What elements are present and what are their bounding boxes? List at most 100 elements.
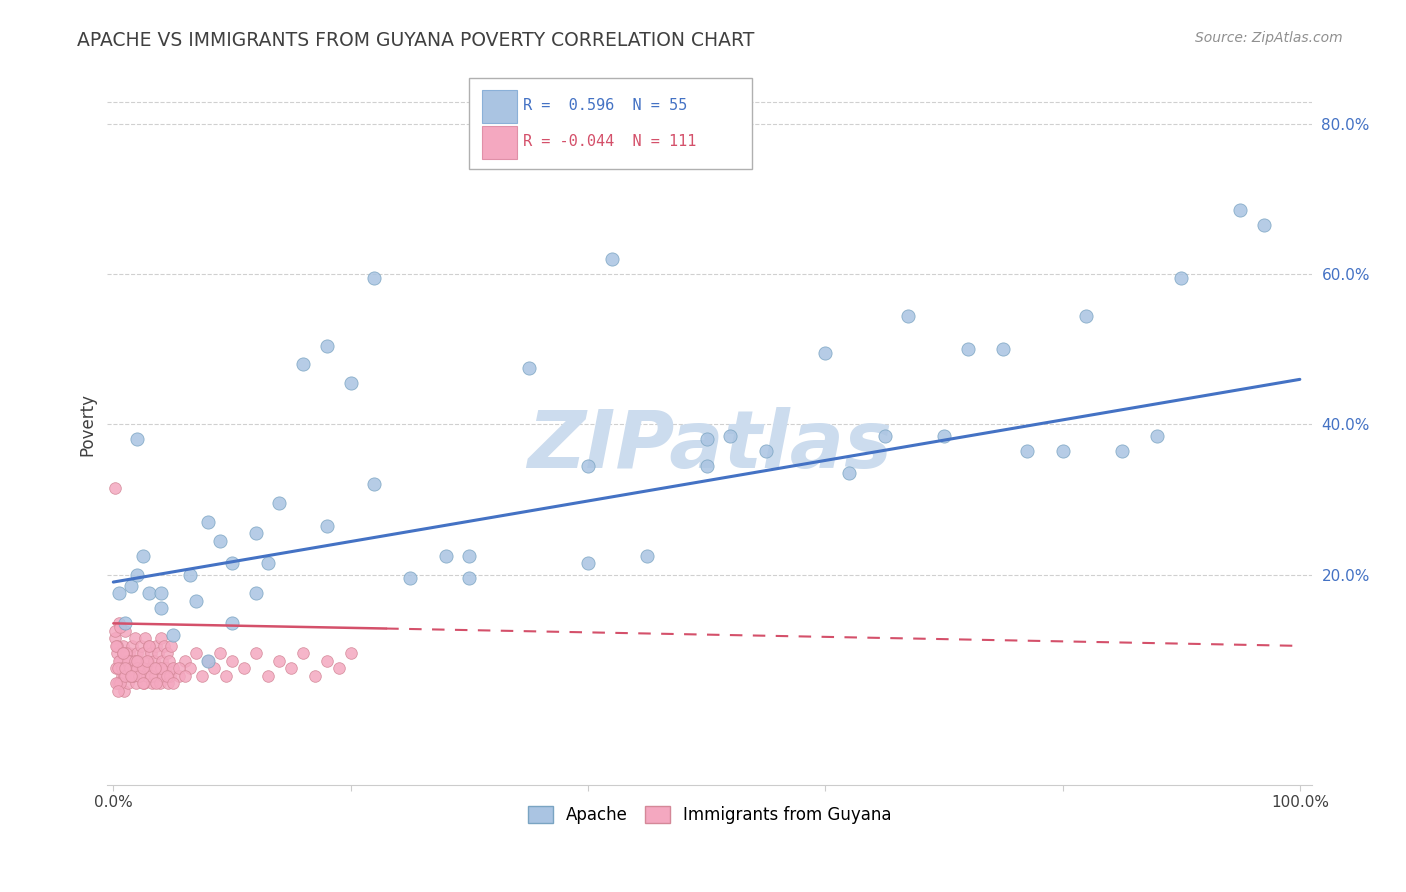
Point xyxy=(118,669,141,683)
Text: R =  0.596  N = 55: R = 0.596 N = 55 xyxy=(523,97,688,112)
Point xyxy=(315,338,337,352)
Text: APACHE VS IMMIGRANTS FROM GUYANA POVERTY CORRELATION CHART: APACHE VS IMMIGRANTS FROM GUYANA POVERTY… xyxy=(77,31,755,50)
Point xyxy=(315,518,337,533)
Point xyxy=(718,428,741,442)
Point xyxy=(221,556,243,570)
Point xyxy=(138,586,160,600)
Point xyxy=(1253,219,1275,233)
Point xyxy=(269,496,291,510)
FancyBboxPatch shape xyxy=(482,90,517,123)
Point xyxy=(245,646,267,660)
Point xyxy=(132,676,155,690)
Point xyxy=(149,676,172,690)
Point xyxy=(103,632,125,646)
Point xyxy=(245,586,267,600)
Point xyxy=(600,252,623,267)
Point xyxy=(696,433,718,447)
Point xyxy=(1052,443,1074,458)
Point xyxy=(135,654,157,668)
Y-axis label: Poverty: Poverty xyxy=(79,392,96,456)
Point xyxy=(111,669,134,683)
Point xyxy=(134,632,156,646)
Point xyxy=(160,639,183,653)
Point xyxy=(162,676,184,690)
Point xyxy=(197,515,219,529)
Point xyxy=(111,639,134,653)
Point xyxy=(156,676,179,690)
Point xyxy=(129,639,152,653)
Point xyxy=(103,624,125,638)
Point xyxy=(114,616,136,631)
Point xyxy=(125,567,148,582)
Point xyxy=(191,669,214,683)
Point xyxy=(1015,443,1038,458)
Point xyxy=(186,594,208,608)
Point xyxy=(118,654,141,668)
Point xyxy=(128,669,150,683)
Point xyxy=(111,661,134,675)
Point xyxy=(132,661,155,675)
Point xyxy=(993,343,1015,357)
Point xyxy=(149,661,172,675)
Point xyxy=(104,661,127,675)
Point xyxy=(117,676,139,690)
Point xyxy=(118,646,141,660)
Point xyxy=(1229,203,1251,218)
Point xyxy=(517,361,540,376)
Point xyxy=(179,567,201,582)
Point xyxy=(125,654,148,668)
Point xyxy=(153,639,176,653)
Point xyxy=(124,632,146,646)
Point xyxy=(458,549,481,563)
Point xyxy=(114,624,136,638)
Point xyxy=(110,676,132,690)
Point xyxy=(108,654,131,668)
Point xyxy=(111,646,134,660)
Point xyxy=(149,586,172,600)
Point xyxy=(256,556,278,570)
Point xyxy=(145,639,167,653)
Point xyxy=(105,646,128,660)
Point xyxy=(755,443,778,458)
Point xyxy=(838,467,860,481)
Point xyxy=(209,533,232,548)
Point xyxy=(186,646,208,660)
Point xyxy=(162,627,184,641)
Point xyxy=(1146,428,1168,442)
Point xyxy=(112,669,135,683)
Point xyxy=(209,646,232,660)
Point xyxy=(304,669,326,683)
Point xyxy=(156,669,179,683)
Point xyxy=(221,616,243,631)
FancyBboxPatch shape xyxy=(468,78,752,169)
Point xyxy=(110,620,132,634)
Point xyxy=(1170,271,1192,285)
Point xyxy=(104,676,127,690)
Point xyxy=(363,271,385,285)
Point xyxy=(114,669,136,683)
Point xyxy=(152,669,174,683)
Point xyxy=(115,646,138,660)
Point xyxy=(636,549,658,563)
Point xyxy=(107,661,129,675)
Point xyxy=(125,661,148,675)
Point xyxy=(135,669,157,683)
Point xyxy=(122,669,145,683)
Point xyxy=(111,646,134,660)
Legend: Apache, Immigrants from Guyana: Apache, Immigrants from Guyana xyxy=(522,799,898,830)
Point xyxy=(696,458,718,473)
Point xyxy=(132,646,155,660)
Point xyxy=(104,639,127,653)
Point xyxy=(156,646,179,660)
Point xyxy=(173,669,195,683)
Point xyxy=(157,654,180,668)
Text: ZIPatlas: ZIPatlas xyxy=(527,407,891,485)
Point xyxy=(134,676,156,690)
Point xyxy=(458,571,481,585)
Point xyxy=(125,433,148,447)
Point xyxy=(932,428,955,442)
Point xyxy=(339,646,361,660)
Point xyxy=(399,571,422,585)
Point xyxy=(363,477,385,491)
Point xyxy=(256,669,278,683)
